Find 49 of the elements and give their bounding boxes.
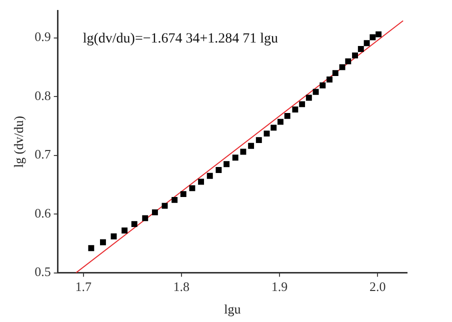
point: [88, 245, 94, 252]
x-axis-title: lgu: [224, 302, 242, 317]
point: [306, 94, 312, 101]
point: [376, 31, 382, 38]
point: [299, 101, 306, 108]
point: [292, 106, 298, 112]
x-tick-label: 1.8: [173, 279, 190, 294]
point: [100, 239, 106, 246]
y-axis-title: lg (dv/du): [11, 116, 26, 168]
point: [256, 137, 262, 144]
x-tick-label: 2.0: [369, 279, 386, 294]
x-tick-label: 1.7: [75, 279, 92, 294]
point: [189, 185, 196, 192]
y-tick-label: 0.6: [34, 205, 52, 220]
y-tick-label: 0.5: [34, 264, 51, 280]
point: [232, 154, 238, 161]
point: [152, 209, 158, 216]
point: [198, 178, 204, 185]
y-tick-label: 0.8: [34, 88, 51, 103]
point: [339, 64, 346, 70]
point: [216, 167, 222, 173]
point: [172, 196, 178, 203]
point: [248, 142, 254, 149]
point: [364, 40, 370, 46]
point: [352, 52, 358, 58]
point: [180, 191, 186, 198]
point: [358, 46, 364, 52]
point: [320, 82, 326, 88]
point: [110, 233, 117, 240]
point: [162, 202, 168, 209]
x-tick-label: 1.9: [271, 279, 288, 294]
point: [122, 228, 128, 234]
point: [240, 148, 246, 155]
point: [131, 221, 138, 228]
point: [326, 76, 332, 83]
point: [206, 172, 213, 179]
point: [312, 88, 319, 95]
y-tick-label: 0.9: [34, 29, 51, 44]
point: [370, 34, 376, 40]
point: [278, 118, 284, 125]
point: [332, 70, 338, 76]
point: [264, 130, 270, 137]
point: [224, 161, 230, 168]
point: [142, 215, 148, 222]
y-tick-label: 0.7: [34, 146, 52, 162]
point: [270, 124, 277, 131]
annotation: lg(dv/du)=−1.674 34+1.284 71 lgu: [82, 31, 278, 46]
point: [284, 112, 290, 119]
point: [345, 58, 352, 64]
